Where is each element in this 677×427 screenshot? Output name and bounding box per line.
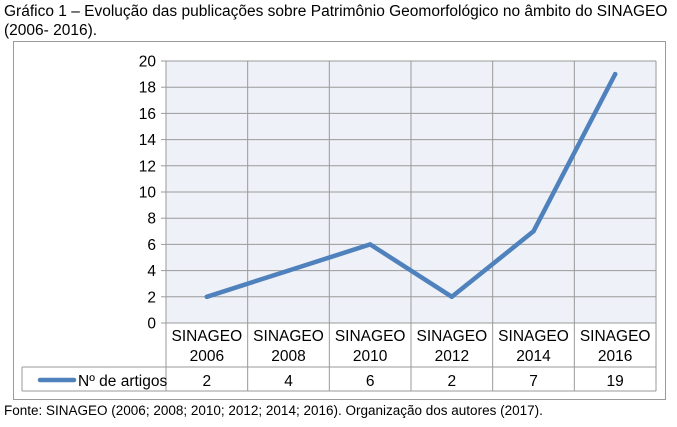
y-tick-label: 4 <box>147 263 156 280</box>
data-table-value: 19 <box>607 373 624 390</box>
data-table-value: 2 <box>448 373 457 390</box>
x-tick-label: SINAGEO <box>172 328 243 345</box>
x-tick-label: 2010 <box>353 348 388 365</box>
data-point <box>449 294 455 299</box>
x-tick-label: SINAGEO <box>417 328 488 345</box>
y-tick-label: 12 <box>139 158 156 175</box>
data-table-value: 6 <box>366 373 375 390</box>
x-tick-label: SINAGEO <box>335 328 406 345</box>
y-tick-label: 0 <box>147 316 156 333</box>
x-tick-label: 2012 <box>435 348 469 365</box>
data-table-value: 4 <box>284 373 293 390</box>
y-tick-label: 10 <box>139 185 157 202</box>
legend-label: Nº de artigos <box>78 373 167 390</box>
data-point <box>531 229 536 234</box>
y-tick-label: 6 <box>147 237 156 254</box>
data-point <box>286 268 291 273</box>
x-tick-label: 2008 <box>271 348 305 365</box>
x-tick-label: 2014 <box>516 348 551 365</box>
line-chart: 0 2 4 6 8 10 12 14 16 18 20 SINAGEO 2006 SINAGEO 2008 S… <box>21 54 657 392</box>
x-tick-label: 2016 <box>598 348 632 365</box>
chart-frame: 0 2 4 6 8 10 12 14 16 18 20 SINAGEO 2006 SINAGEO 2008 S… <box>13 41 666 400</box>
y-tick-label: 8 <box>147 211 156 228</box>
x-tick-label: SINAGEO <box>253 328 324 345</box>
data-point <box>367 242 373 247</box>
x-tick-label: SINAGEO <box>580 328 651 345</box>
source-note: Fonte: SINAGEO (2006; 2008; 2010; 2012; … <box>4 403 543 418</box>
data-table-value: 2 <box>203 373 212 390</box>
x-tick-label: SINAGEO <box>498 328 569 345</box>
data-table-value: 7 <box>529 373 538 390</box>
y-tick-label: 18 <box>139 80 156 97</box>
y-tick-label: 20 <box>139 54 157 71</box>
x-tick-label: 2006 <box>190 348 224 365</box>
data-point <box>612 71 618 77</box>
series-line <box>204 71 618 300</box>
chart-title: Gráfico 1 – Evolução das publicações sob… <box>4 3 668 39</box>
y-tick-label: 16 <box>139 106 156 123</box>
y-tick-label: 2 <box>147 289 156 306</box>
y-tick-label: 14 <box>139 132 157 149</box>
data-point <box>204 294 210 299</box>
